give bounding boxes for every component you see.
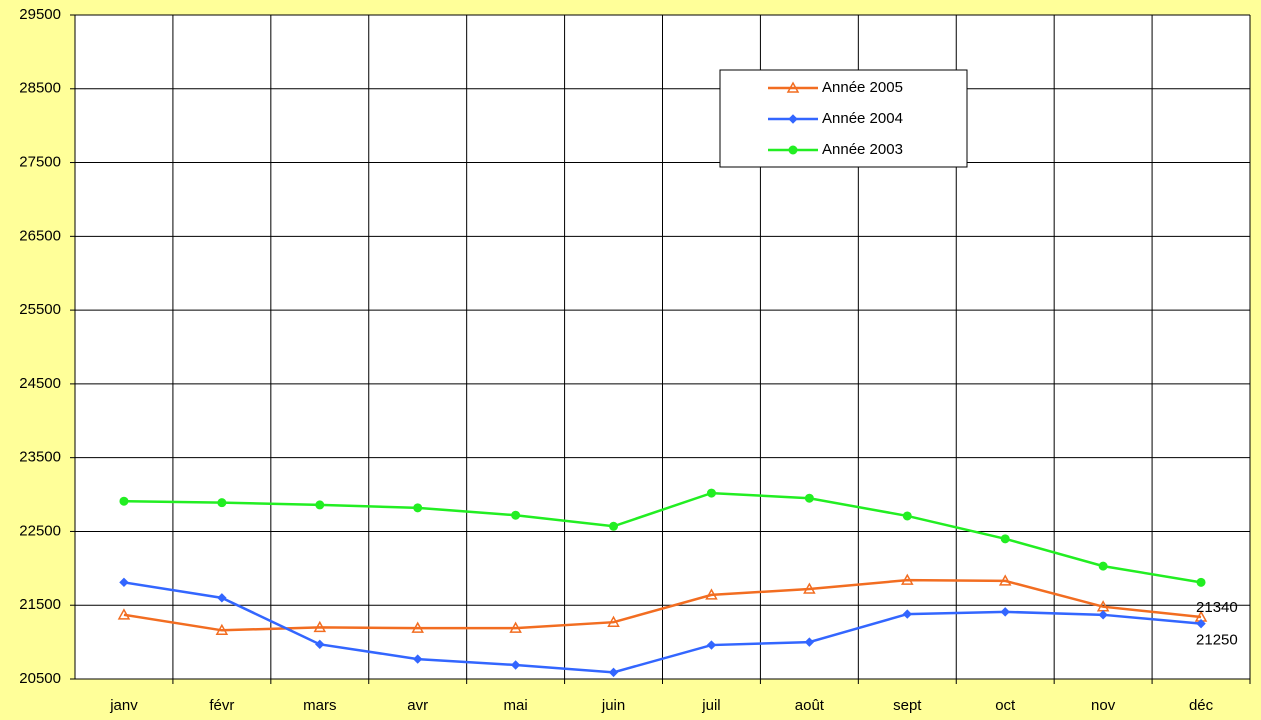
x-tick-label: févr — [209, 697, 234, 714]
marker — [1000, 534, 1010, 544]
x-tick-label: nov — [1091, 697, 1116, 714]
marker — [119, 577, 129, 588]
marker — [998, 574, 1012, 586]
y-tick-label: 22500 — [19, 522, 61, 539]
x-tick-label: juin — [601, 697, 625, 714]
legend-label: Année 2003 — [822, 141, 903, 158]
y-tick-label: 24500 — [19, 375, 61, 392]
marker — [804, 637, 815, 647]
y-tick-label: 25500 — [19, 301, 61, 318]
marker — [509, 621, 522, 633]
marker — [786, 81, 800, 93]
marker — [1196, 618, 1206, 629]
marker — [804, 493, 814, 503]
x-tick-label: oct — [995, 697, 1016, 714]
y-tick-label: 23500 — [19, 449, 61, 466]
marker — [1196, 577, 1206, 587]
data-label: 21250 — [1196, 632, 1238, 649]
marker — [315, 500, 325, 510]
x-tick-label: déc — [1189, 697, 1214, 714]
marker — [217, 498, 227, 508]
legend-box — [719, 69, 968, 168]
marker — [901, 573, 914, 585]
x-tick-label: sept — [893, 697, 922, 714]
marker — [215, 623, 229, 636]
marker — [511, 510, 521, 520]
y-tick-label: 27500 — [19, 154, 61, 171]
marker — [902, 609, 912, 619]
marker — [608, 667, 619, 678]
y-tick-label: 29500 — [19, 6, 61, 23]
x-tick-label: avr — [407, 697, 428, 714]
marker — [1098, 561, 1108, 571]
marker — [217, 593, 227, 603]
x-tick-label: août — [795, 697, 825, 714]
x-tick-label: janv — [109, 697, 138, 714]
y-tick-label: 26500 — [19, 227, 61, 244]
x-tick-label: juil — [701, 697, 720, 714]
marker — [413, 654, 423, 664]
marker — [413, 503, 423, 513]
marker — [609, 521, 619, 531]
marker — [706, 488, 716, 498]
marker — [119, 496, 129, 506]
y-tick-label: 20500 — [19, 670, 61, 687]
marker — [117, 608, 131, 620]
marker — [788, 114, 798, 124]
legend: Année 2005 Année 2004 Année 2003 — [719, 69, 968, 168]
series-line — [123, 578, 1202, 632]
series-line — [123, 581, 1202, 674]
marker — [902, 511, 912, 521]
legend-label: Année 2004 — [822, 110, 903, 127]
marker — [1098, 610, 1108, 620]
y-tick-label: 21500 — [19, 596, 61, 613]
marker — [706, 640, 717, 650]
marker — [788, 145, 798, 155]
legend-label: Année 2005 — [822, 79, 903, 96]
marker — [607, 615, 620, 627]
x-tick-label: mars — [303, 697, 336, 714]
x-tick-label: mai — [504, 697, 528, 714]
marker — [411, 621, 424, 633]
marker — [315, 639, 325, 650]
marker — [510, 660, 521, 670]
data-label: 21340 — [1196, 599, 1238, 616]
marker — [803, 582, 816, 594]
series-line — [123, 491, 1202, 584]
y-tick-label: 28500 — [19, 80, 61, 97]
marker — [705, 588, 718, 600]
marker — [313, 620, 327, 633]
marker — [1000, 607, 1010, 617]
